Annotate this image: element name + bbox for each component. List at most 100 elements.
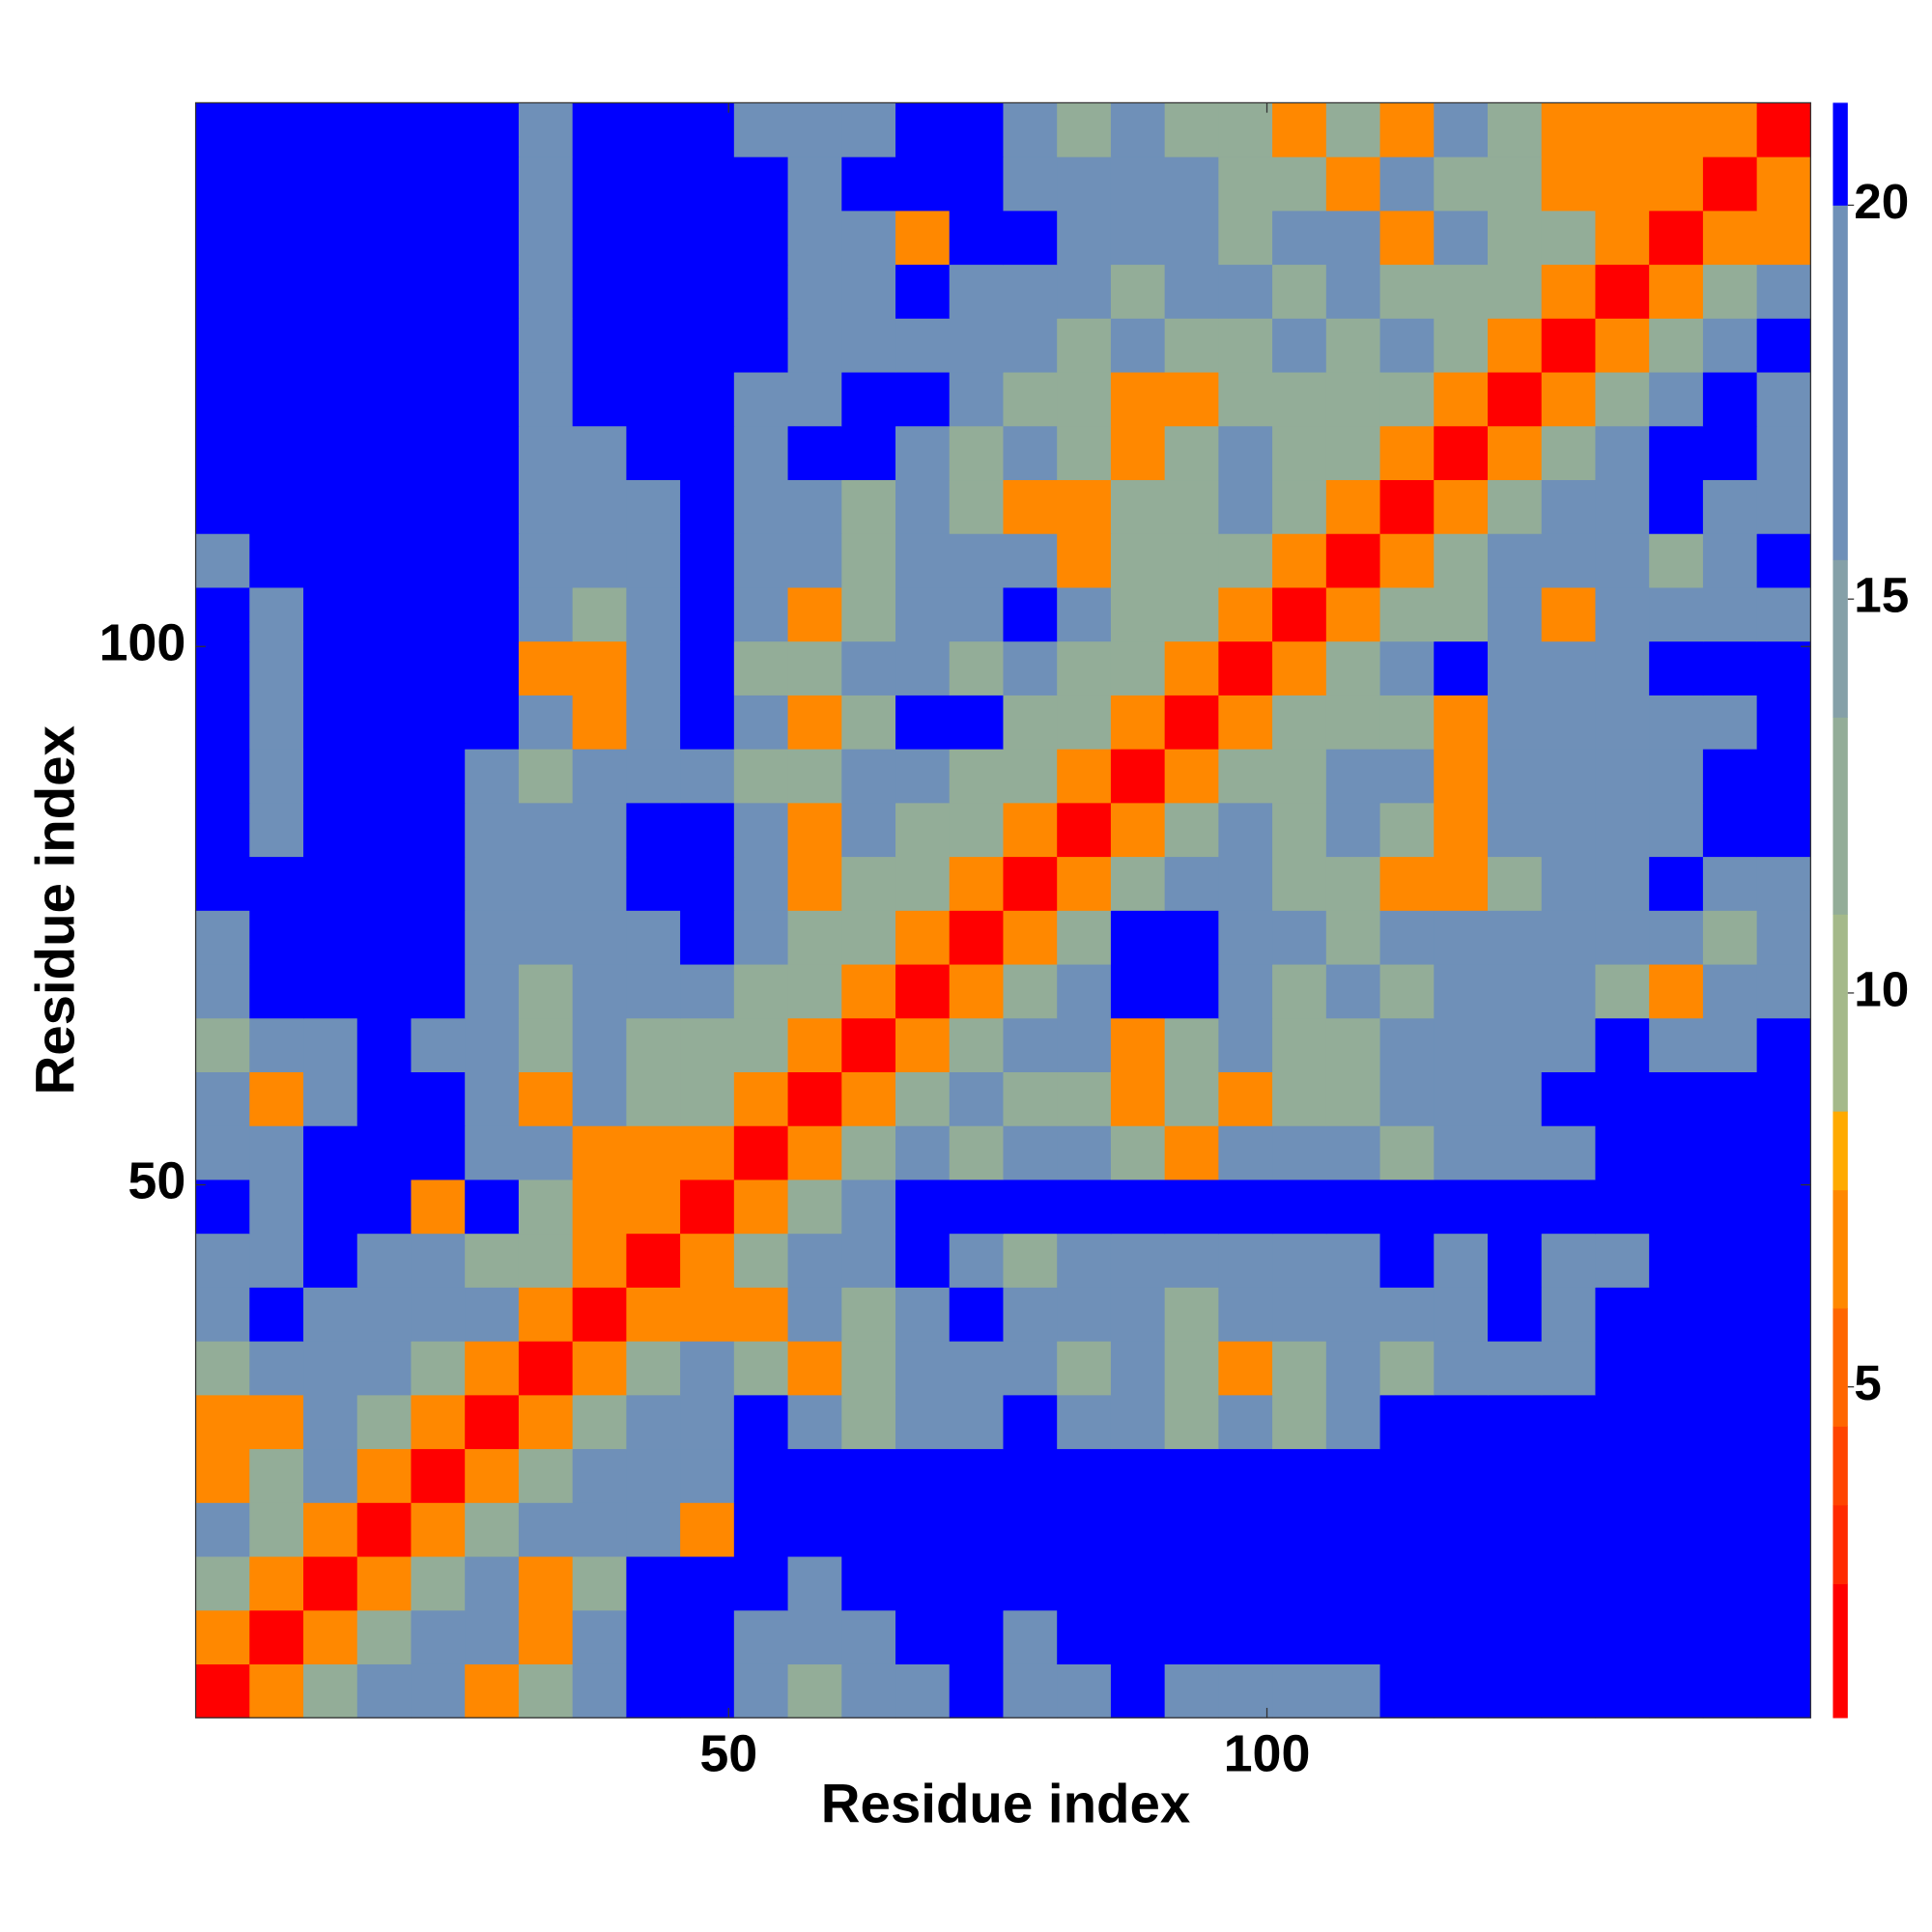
- heatmap-cell: [572, 1125, 627, 1180]
- heatmap-cell: [1272, 1287, 1327, 1342]
- heatmap-cell: [1325, 156, 1381, 212]
- heatmap-cell: [1649, 1017, 1704, 1072]
- heatmap-cell: [1164, 1394, 1219, 1450]
- heatmap-cell: [895, 1125, 951, 1180]
- heatmap-cell: [1487, 1609, 1543, 1664]
- heatmap-cell: [787, 964, 842, 1019]
- heatmap-cell: [1164, 1071, 1219, 1126]
- heatmap-cell: [733, 1125, 789, 1180]
- heatmap-cell: [1164, 156, 1219, 212]
- heatmap-cell: [249, 1017, 304, 1072]
- heatmap-cell: [249, 1448, 304, 1503]
- heatmap-cell: [787, 425, 842, 481]
- heatmap-cell: [356, 425, 412, 481]
- heatmap-cell: [1272, 856, 1327, 911]
- heatmap-cell: [1756, 1448, 1811, 1503]
- heatmap-cell: [465, 1556, 520, 1611]
- heatmap-cell: [1057, 1556, 1112, 1611]
- heatmap-cell: [1649, 102, 1704, 157]
- heatmap-cell: [1434, 1556, 1489, 1611]
- heatmap-cell: [1649, 1233, 1704, 1288]
- heatmap-cell: [1164, 372, 1219, 427]
- heatmap-cell: [1487, 1394, 1543, 1450]
- heatmap-cell: [1164, 102, 1219, 157]
- heatmap-cell: [787, 264, 842, 319]
- heatmap-cell: [1057, 964, 1112, 1019]
- heatmap-cell: [1487, 1663, 1543, 1719]
- heatmap-cell: [787, 640, 842, 696]
- heatmap-cell: [680, 479, 735, 534]
- heatmap-cell: [195, 1609, 250, 1664]
- heatmap-cell: [356, 586, 412, 642]
- heatmap-cell: [1003, 856, 1058, 911]
- heatmap-cell: [1325, 586, 1381, 642]
- heatmap-cell: [1218, 479, 1273, 534]
- heatmap-cell: [1487, 640, 1543, 696]
- heatmap-cell: [1649, 372, 1704, 427]
- heatmap-cell: [518, 479, 574, 534]
- heatmap-cell: [1218, 372, 1273, 427]
- heatmap-cell: [465, 1609, 520, 1664]
- heatmap-cell: [572, 910, 627, 965]
- heatmap-cell: [518, 1609, 574, 1664]
- heatmap-cell: [895, 964, 951, 1019]
- heatmap-cell: [1379, 586, 1435, 642]
- heatmap-cell: [249, 964, 304, 1019]
- heatmap-cell: [1003, 1233, 1058, 1288]
- heatmap-cell: [1541, 695, 1596, 750]
- heatmap-cell: [1272, 372, 1327, 427]
- heatmap-cell: [356, 964, 412, 1019]
- heatmap-cell: [465, 1287, 520, 1342]
- heatmap-cell: [1110, 156, 1166, 212]
- heatmap-cell: [572, 156, 627, 212]
- heatmap-cell: [1541, 1179, 1596, 1235]
- heatmap-cell: [465, 264, 520, 319]
- heatmap-cell: [1702, 372, 1758, 427]
- heatmap-cell: [1541, 156, 1596, 212]
- heatmap-cell: [465, 1341, 520, 1396]
- heatmap-cell: [303, 1341, 358, 1396]
- heatmap-cell: [356, 1287, 412, 1342]
- heatmap-cell: [1325, 1341, 1381, 1396]
- heatmap-cell: [249, 1341, 304, 1396]
- heatmap-cell: [303, 749, 358, 804]
- heatmap-cell: [841, 1609, 896, 1664]
- x-tick-label: 50: [699, 1724, 757, 1782]
- heatmap-cell: [1003, 210, 1058, 266]
- heatmap-cell: [1057, 156, 1112, 212]
- heatmap-cell: [356, 640, 412, 696]
- heatmap-cell: [1218, 695, 1273, 750]
- heatmap-cell: [1595, 1394, 1650, 1450]
- heatmap-cell: [1595, 318, 1650, 373]
- heatmap-cell: [465, 1663, 520, 1719]
- heatmap-cell: [249, 1502, 304, 1557]
- heatmap-cell: [303, 533, 358, 588]
- heatmap-cell: [572, 802, 627, 858]
- heatmap-cell: [1595, 856, 1650, 911]
- heatmap-cell: [733, 1502, 789, 1557]
- heatmap-cell: [303, 372, 358, 427]
- heatmap-cell: [1110, 802, 1166, 858]
- heatmap-cell: [1595, 1179, 1650, 1235]
- heatmap-cell: [1325, 102, 1381, 157]
- heatmap-cell: [411, 1287, 466, 1342]
- heatmap-cell: [1218, 1556, 1273, 1611]
- heatmap-cell: [949, 1233, 1004, 1288]
- heatmap-cell: [411, 802, 466, 858]
- heatmap-cell: [1702, 1017, 1758, 1072]
- heatmap-cell: [1702, 1609, 1758, 1664]
- heatmap-cell: [787, 802, 842, 858]
- heatmap-cell: [1434, 1341, 1489, 1396]
- heatmap-cell: [249, 1394, 304, 1450]
- heatmap-cell: [626, 1556, 681, 1611]
- heatmap-cell: [1379, 910, 1435, 965]
- heatmap-cell: [356, 802, 412, 858]
- heatmap-cell: [1325, 964, 1381, 1019]
- heatmap-cell: [1595, 749, 1650, 804]
- heatmap-cell: [1434, 102, 1489, 157]
- heatmap-cell: [733, 802, 789, 858]
- heatmap-cell: [195, 1017, 250, 1072]
- heatmap-cell: [680, 1502, 735, 1557]
- heatmap-cell: [787, 1448, 842, 1503]
- heatmap-cell: [1487, 1179, 1543, 1235]
